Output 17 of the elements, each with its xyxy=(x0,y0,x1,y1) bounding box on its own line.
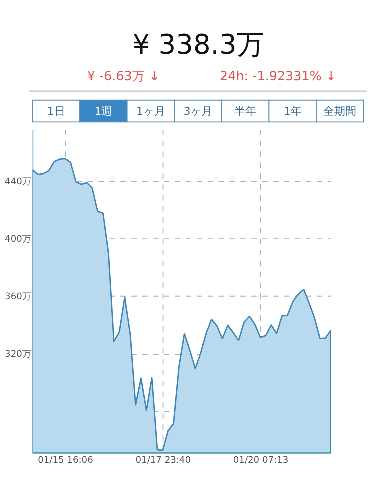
text: 全期間 xyxy=(324,104,357,118)
y-tick-label: 360万 xyxy=(5,292,32,302)
text: 1日 xyxy=(47,104,66,118)
y-tick-label: 320万 xyxy=(5,350,32,360)
x-tick-label: 01/17 23:40 xyxy=(136,456,192,466)
text: 1ヶ月 xyxy=(136,104,166,118)
text: 1週 xyxy=(94,104,113,118)
text: 3ヶ月 xyxy=(184,104,213,118)
chart-title: ¥ 338.3万 xyxy=(132,30,264,61)
text: ¥ -6.63万 ↓ xyxy=(87,69,160,84)
text: 半年 xyxy=(234,104,257,118)
y-tick-label: 440万 xyxy=(5,177,32,188)
x-tick-label: 01/20 07:13 xyxy=(233,456,289,466)
y-tick-label: 400万 xyxy=(5,234,32,245)
x-tick-label: 01/15 16:06 xyxy=(38,456,94,466)
text: 1年 xyxy=(284,104,302,118)
text: 24h: -1.92331% ↓ xyxy=(220,69,337,84)
